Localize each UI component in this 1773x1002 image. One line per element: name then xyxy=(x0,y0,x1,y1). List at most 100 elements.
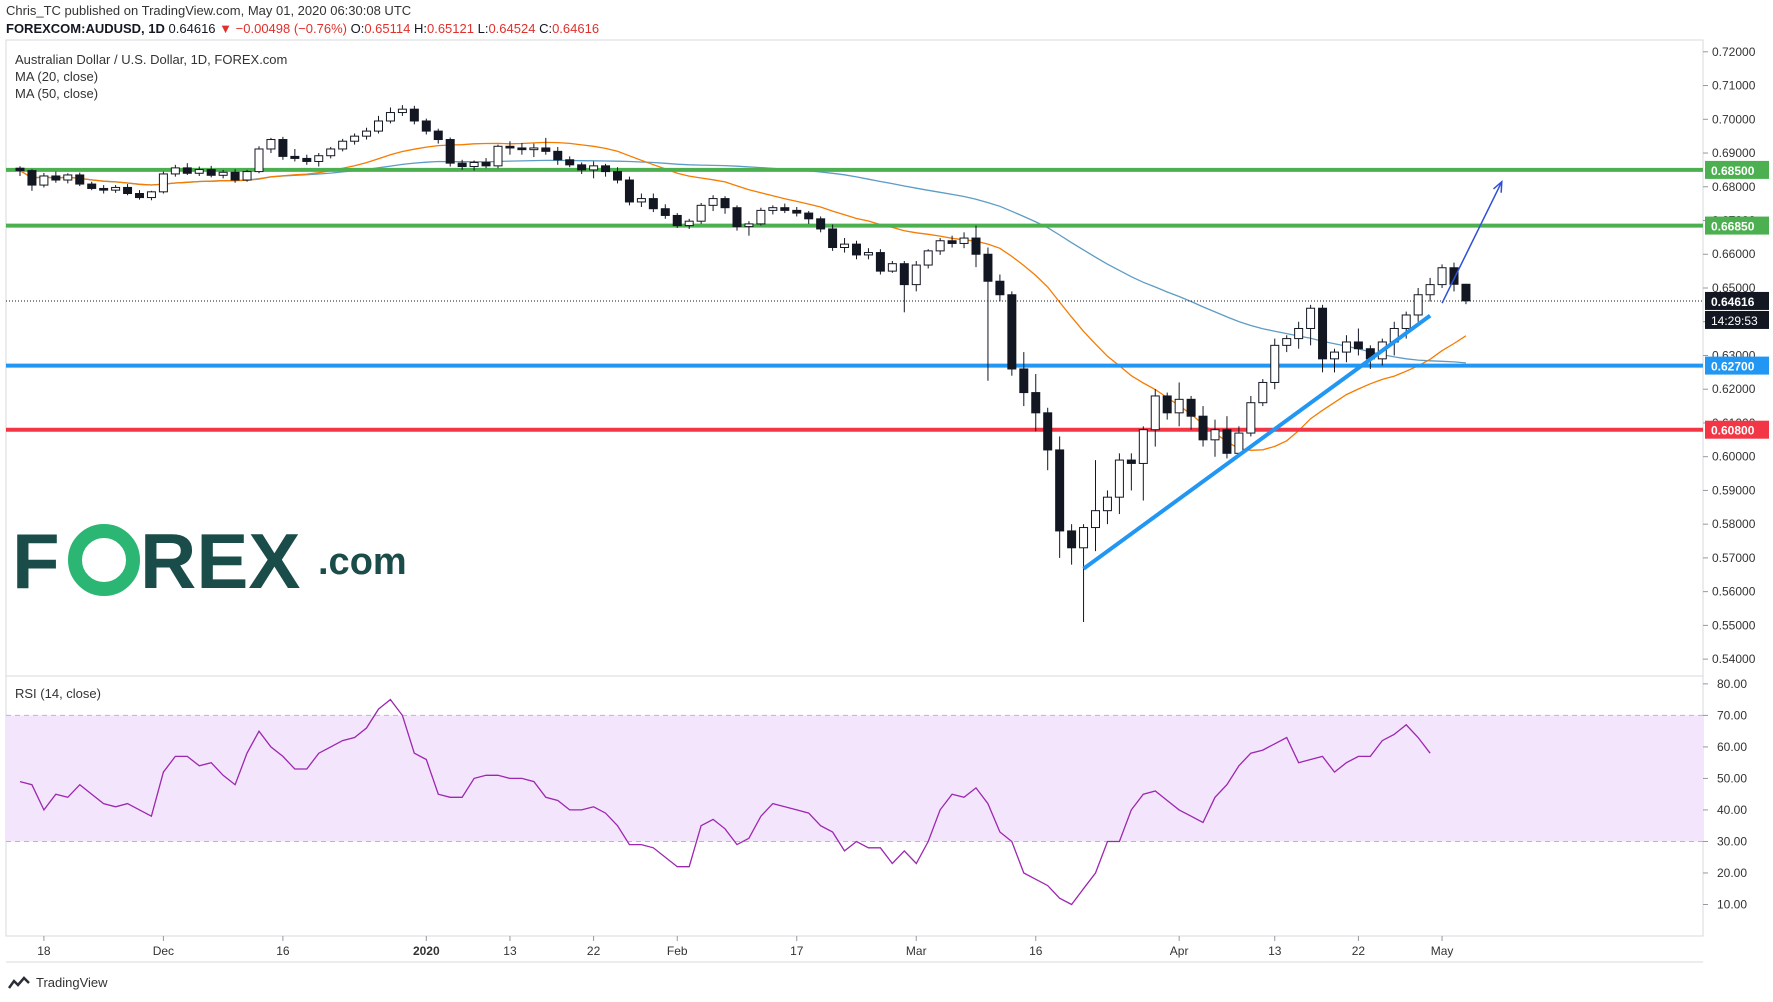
candle-up[interactable] xyxy=(923,250,933,266)
candle-down[interactable] xyxy=(517,147,527,151)
candle-down[interactable] xyxy=(1318,307,1328,360)
candle-down[interactable] xyxy=(565,159,575,166)
candle-down[interactable] xyxy=(1461,283,1471,302)
candle-down[interactable] xyxy=(541,147,551,152)
candle-up[interactable] xyxy=(1102,496,1112,512)
candle-down[interactable] xyxy=(230,171,240,181)
candle-up[interactable] xyxy=(863,252,873,256)
candle-up[interactable] xyxy=(684,220,694,227)
candle-up[interactable] xyxy=(63,174,73,181)
candle-down[interactable] xyxy=(481,161,491,167)
candle-down[interactable] xyxy=(51,175,61,181)
candle-up[interactable] xyxy=(935,240,945,252)
candle-down[interactable] xyxy=(577,164,587,171)
candle-up[interactable] xyxy=(374,120,383,132)
candle-down[interactable] xyxy=(1353,341,1363,350)
candle-down[interactable] xyxy=(1449,267,1459,285)
candle-down[interactable] xyxy=(1198,415,1208,441)
candle-down[interactable] xyxy=(648,198,658,210)
candle-up[interactable] xyxy=(1282,338,1292,346)
candle-up[interactable] xyxy=(314,155,324,162)
candle-up[interactable] xyxy=(1150,395,1160,431)
candle-up[interactable] xyxy=(194,169,204,174)
candle-up[interactable] xyxy=(1413,294,1423,316)
projection-arrow-line[interactable] xyxy=(1441,181,1503,304)
candle-up[interactable] xyxy=(266,139,276,150)
candle-up[interactable] xyxy=(1234,432,1244,454)
candle-down[interactable] xyxy=(792,209,802,214)
candle-up[interactable] xyxy=(1174,398,1184,414)
candle-up[interactable] xyxy=(1425,284,1435,296)
candle-down[interactable] xyxy=(206,169,216,176)
candle-up[interactable] xyxy=(959,237,969,244)
candle-down[interactable] xyxy=(457,162,467,168)
candle-down[interactable] xyxy=(660,208,670,216)
candle-down[interactable] xyxy=(971,237,981,255)
candle-up[interactable] xyxy=(1258,381,1268,404)
candle-up[interactable] xyxy=(708,198,718,206)
support-trendline[interactable] xyxy=(1082,314,1432,571)
candle-up[interactable] xyxy=(1330,351,1339,360)
candle-down[interactable] xyxy=(15,167,25,172)
candle-up[interactable] xyxy=(397,108,407,114)
candle-down[interactable] xyxy=(720,198,730,209)
candle-down[interactable] xyxy=(27,170,37,186)
candle-down[interactable] xyxy=(278,139,288,157)
candle-down[interactable] xyxy=(804,212,814,220)
candle-up[interactable] xyxy=(529,147,539,151)
candle-up[interactable] xyxy=(326,148,336,157)
candle-up[interactable] xyxy=(589,165,599,171)
candle-down[interactable] xyxy=(947,240,957,244)
candle-up[interactable] xyxy=(158,173,168,193)
candle-down[interactable] xyxy=(1186,398,1196,417)
candle-up[interactable] xyxy=(493,145,503,167)
candle-down[interactable] xyxy=(1007,294,1017,370)
candle-up[interactable] xyxy=(1437,267,1447,286)
candle-up[interactable] xyxy=(1091,510,1100,529)
candle-down[interactable] xyxy=(1162,395,1172,414)
candle-up[interactable] xyxy=(338,140,348,150)
candle-down[interactable] xyxy=(1055,449,1065,532)
candle-down[interactable] xyxy=(828,228,838,249)
candle-up[interactable] xyxy=(39,175,49,186)
candle-down[interactable] xyxy=(613,171,622,181)
candle-up[interactable] xyxy=(696,204,706,222)
candle-up[interactable] xyxy=(1294,327,1304,340)
candle-down[interactable] xyxy=(624,179,634,203)
candle-down[interactable] xyxy=(1031,392,1041,414)
candle-down[interactable] xyxy=(1043,412,1053,451)
candle-down[interactable] xyxy=(672,214,682,227)
candle-up[interactable] xyxy=(636,198,646,203)
candle-down[interactable] xyxy=(1067,530,1077,549)
candle-up[interactable] xyxy=(1401,314,1411,329)
candle-down[interactable] xyxy=(875,252,885,272)
candle-down[interactable] xyxy=(135,193,144,199)
candle-up[interactable] xyxy=(1079,527,1089,549)
candle-down[interactable] xyxy=(123,186,133,195)
candle-down[interactable] xyxy=(505,145,515,149)
candle-up[interactable] xyxy=(756,209,766,225)
candle-down[interactable] xyxy=(995,280,1005,296)
candle-down[interactable] xyxy=(1126,459,1136,464)
candle-down[interactable] xyxy=(302,157,312,162)
candle-up[interactable] xyxy=(1270,344,1280,383)
candle-down[interactable] xyxy=(99,187,109,191)
candle-up[interactable] xyxy=(1341,341,1351,353)
candle-up[interactable] xyxy=(254,148,264,173)
candle-up[interactable] xyxy=(146,191,156,199)
candle-up[interactable] xyxy=(362,130,372,137)
candle-up[interactable] xyxy=(469,161,479,168)
candle-up[interactable] xyxy=(218,171,228,176)
candle-up[interactable] xyxy=(840,243,850,249)
candle-up[interactable] xyxy=(768,207,778,211)
candle-down[interactable] xyxy=(421,120,431,132)
candle-down[interactable] xyxy=(780,207,790,211)
candle-down[interactable] xyxy=(983,253,993,282)
candle-down[interactable] xyxy=(852,243,861,256)
candle-down[interactable] xyxy=(732,207,742,228)
candle-up[interactable] xyxy=(111,186,121,191)
candle-down[interactable] xyxy=(601,165,611,173)
candle-down[interactable] xyxy=(433,130,443,141)
candle-up[interactable] xyxy=(242,171,252,181)
